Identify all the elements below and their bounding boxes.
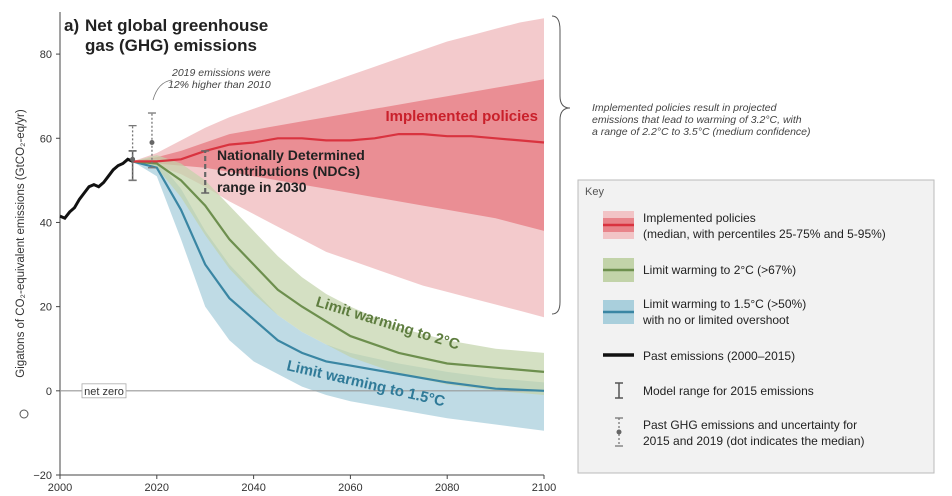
title-line-1: Net global greenhouse (85, 16, 268, 35)
series-lines (59, 133, 545, 392)
annotation-ndc-line-2: Contributions (NDCs) (217, 163, 360, 179)
annotation-ndc-line-1: Nationally Determined (217, 147, 365, 163)
legend-entry-1-line-2: (median, with percentiles 25-75% and 5-9… (643, 227, 886, 241)
y-tick-label-80: 80 (40, 49, 52, 61)
projection-note-line-3: a range of 2.2°C to 3.5°C (medium confid… (592, 126, 811, 138)
legend-entry-5-line-1: Model range for 2015 emissions (643, 384, 814, 398)
annotation-2019-line-2: 12% higher than 2010 (168, 79, 271, 91)
net-zero-box (81, 383, 127, 399)
implemented-band-25-75 (132, 79, 544, 231)
annotation-2019-line-1: 2019 emissions were (171, 67, 271, 79)
y-tick-label--20: −20 (33, 470, 52, 482)
legend-uncertainty-median (616, 429, 622, 435)
x-tick-label-2000: 2000 (48, 482, 72, 494)
projection-note-line-1: Implemented policies result in projected (592, 102, 778, 114)
projection-note-line-2: emissions that lead to warming of 3.2°C,… (592, 114, 802, 126)
legend-title: Key (585, 186, 604, 198)
legend-entry-3-line-1: Limit warming to 1.5°C (>50%) (643, 297, 806, 311)
legend-entry-4-line-1: Past emissions (2000–2015) (643, 349, 795, 363)
annotation-ndc-line-3: range in 2030 (217, 179, 307, 195)
ylabel-icon (19, 409, 29, 419)
axes: 2000 2020 2040 2060 2080 2100−20020406080net … (15, 12, 556, 494)
line-1-5c (132, 160, 545, 392)
y-tick-label-0: 0 (46, 386, 52, 398)
band-2c (132, 155, 544, 395)
uncertainty-bands (132, 18, 544, 431)
legend-entry-3-line-2: with no or limited overshoot (642, 313, 790, 327)
line-implemented-policies (132, 133, 545, 163)
annotation-2019-pointer (152, 79, 173, 101)
x-tick-label-2060: 2060 (338, 482, 362, 494)
legend-entry-6-line-1: Past GHG emissions and uncertainty for (643, 418, 857, 432)
y-tick-label-60: 60 (40, 133, 52, 145)
net-zero-label: net zero (84, 386, 124, 398)
legend-entry-6-line-2: 2015 and 2019 (dot indicates the median) (643, 434, 865, 448)
y-axis-label: Gigatons of CO₂-equivalent emissions (Gt… (15, 109, 27, 378)
legend-entry-2-line-1: Limit warming to 2°C (>67%) (643, 263, 796, 277)
x-tick-label-2080: 2080 (435, 482, 459, 494)
title-prefix: a) (64, 16, 79, 35)
y-tick-label-20: 20 (40, 302, 52, 314)
x-tick-label-2100: 2100 (532, 482, 556, 494)
legend-box (577, 179, 935, 474)
line-2c (132, 160, 545, 373)
x-tick-label-2020: 2020 (145, 482, 169, 494)
past-uncertainty-2015-median (130, 156, 136, 162)
title-line-2: gas (GHG) emissions (85, 36, 257, 55)
x-tick-label-2040: 2040 (241, 482, 265, 494)
legend: Key Implemented policies (median, with per… (577, 179, 935, 474)
legend-entry-1-line-1: Implemented policies (643, 211, 756, 225)
past-uncertainty-2019-median (149, 139, 155, 145)
line-past-emissions (59, 157, 134, 221)
projection-brace (551, 15, 571, 315)
range-markers (128, 112, 210, 194)
y-tick-label-40: 40 (40, 217, 52, 229)
label-implemented-policies: Implemented policies (385, 108, 538, 125)
